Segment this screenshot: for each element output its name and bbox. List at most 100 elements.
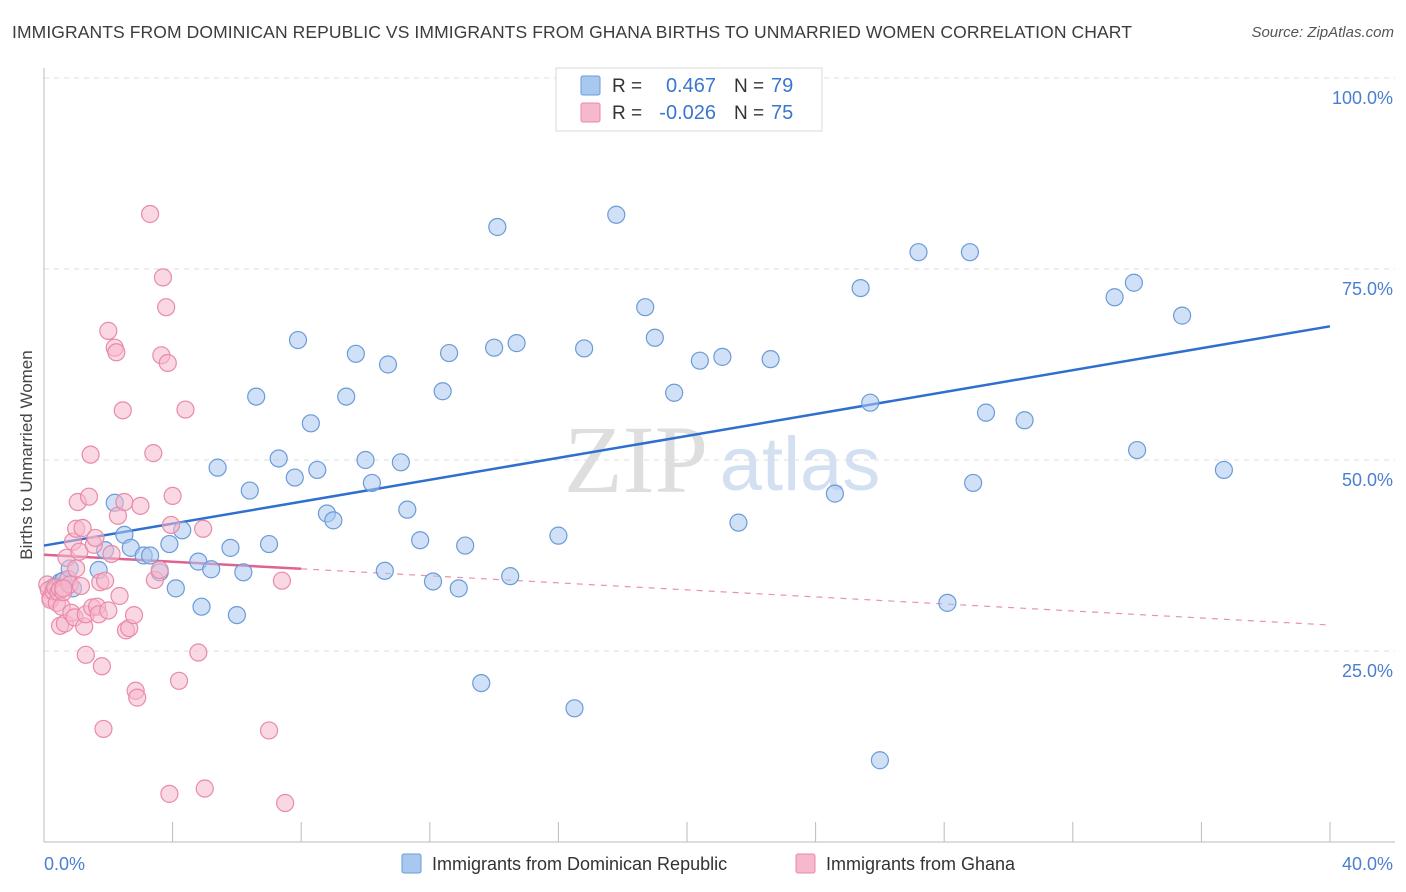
dominican-point — [565, 699, 584, 718]
dominican-point — [488, 217, 507, 237]
dominican-point — [337, 387, 356, 406]
ghana-point — [176, 400, 195, 419]
dominican-point — [391, 453, 410, 472]
dominican-point — [234, 563, 253, 582]
dominican-point — [375, 561, 394, 580]
dominican-point — [308, 460, 327, 480]
stats-blue-swatch — [580, 75, 601, 96]
dominican-point — [1105, 288, 1124, 307]
dominican-point — [825, 484, 844, 503]
y-tick-label: 25.0% — [1342, 661, 1393, 681]
dominican-point — [1214, 460, 1234, 480]
stats-r-label-2: R = — [612, 103, 642, 124]
ghana-point — [86, 528, 105, 548]
legend-swatch-ghana — [795, 853, 816, 874]
y-tick-label: 50.0% — [1342, 470, 1393, 490]
ghana-point — [71, 576, 91, 596]
stats-box: R = 0.467 N = 79 R = -0.026 N = 75 — [555, 67, 823, 132]
dominican-point — [665, 383, 684, 402]
dominican-point — [1173, 306, 1192, 325]
stats-n-value-1: 79 — [771, 75, 793, 97]
dominican-point — [166, 579, 185, 598]
ghana-point — [131, 496, 150, 515]
dominican-point — [960, 243, 980, 262]
dominican-point — [690, 351, 709, 370]
dominican-point — [1015, 411, 1034, 430]
dominican-point — [761, 350, 780, 369]
dominican-point — [501, 567, 520, 586]
ghana-point — [102, 544, 121, 564]
stats-r-value-1: 0.467 — [666, 75, 716, 97]
ghana-point — [124, 605, 144, 625]
ghana-point — [140, 204, 160, 224]
y-axis-label: Births to Unmarried Women — [17, 350, 36, 559]
stats-pink-swatch — [580, 102, 601, 123]
ghana-point — [160, 784, 179, 803]
dominican-point — [851, 279, 870, 298]
ghana-point — [195, 779, 214, 798]
trend-lines — [43, 325, 1331, 626]
dominican-point — [140, 546, 160, 565]
ghana-point — [163, 486, 182, 506]
x-tick-label-max: 40.0% — [1342, 854, 1393, 874]
dominican-point — [485, 338, 504, 357]
dominican-point — [976, 403, 996, 422]
dominican-point — [607, 205, 626, 224]
dominican-point — [861, 393, 880, 412]
dominican-point — [870, 751, 890, 770]
stats-r-value-2: -0.026 — [659, 102, 716, 124]
dominican-point — [449, 579, 468, 598]
watermark-atlas: atlas — [720, 422, 881, 507]
ghana-point — [189, 643, 208, 662]
dominican-point — [362, 473, 382, 493]
dominican-point — [398, 500, 417, 519]
ghana-point — [150, 560, 169, 580]
ghana-point — [158, 353, 177, 373]
dominican-point — [285, 468, 304, 487]
ghana-point — [81, 445, 100, 464]
ghana-point — [169, 671, 189, 690]
ghana-point — [110, 586, 129, 606]
ghana-point — [259, 721, 279, 740]
ghana-point — [92, 657, 111, 676]
dominican-point — [192, 597, 211, 616]
dominican-point — [423, 572, 443, 591]
legend-swatch-dominican — [401, 853, 422, 874]
dominican-point — [411, 531, 430, 550]
ghana-point — [194, 519, 213, 538]
stats-r-label-1: R = — [612, 76, 642, 97]
dominican-point — [549, 526, 568, 545]
dominican-point — [456, 536, 475, 555]
dominican-point — [378, 355, 398, 374]
ghana-trend-line-dashed — [301, 568, 1331, 626]
dominican-point — [160, 534, 179, 554]
ghana-point — [99, 601, 118, 620]
ghana-point — [161, 515, 181, 535]
ghana-point — [73, 518, 92, 538]
dominican-point — [288, 330, 308, 350]
dominican-point — [227, 605, 246, 625]
ghana-point — [70, 542, 89, 561]
x-tick-label-min: 0.0% — [44, 854, 85, 874]
dominican-point — [636, 298, 655, 317]
ghana-trend-line-solid — [43, 553, 302, 571]
dominican-point — [439, 343, 459, 363]
ghana-point — [54, 579, 73, 598]
ghana-point — [95, 571, 115, 590]
dominican-point — [221, 538, 240, 557]
ghana-point — [272, 571, 292, 590]
chart-title: IMMIGRANTS FROM DOMINICAN REPUBLIC VS IM… — [12, 22, 1133, 42]
dominican-point — [356, 450, 375, 470]
dominican-point — [269, 449, 288, 468]
ghana-point — [67, 559, 86, 578]
dominican-trend-line — [43, 325, 1331, 547]
y-tick-label: 100.0% — [1332, 88, 1393, 108]
dominican-point — [472, 673, 491, 693]
series-dominican-republic-points — [44, 205, 1234, 770]
dominican-point — [202, 560, 221, 579]
dominican-point — [575, 339, 594, 358]
dominican-point — [729, 513, 748, 532]
dominican-point — [346, 344, 365, 363]
dominican-point — [645, 328, 664, 347]
